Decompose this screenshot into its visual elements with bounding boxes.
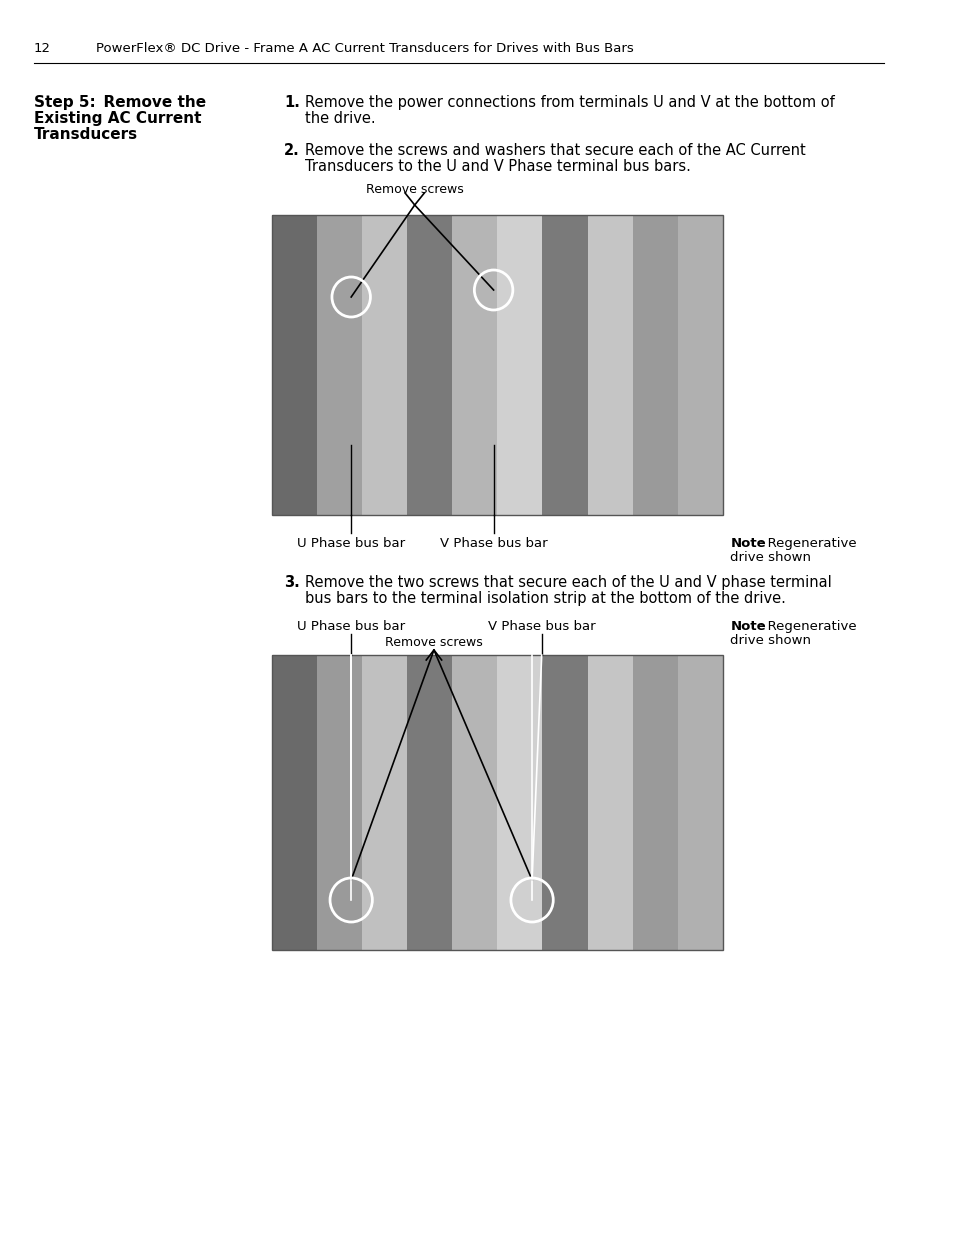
Bar [272, 215, 317, 515]
Bar [587, 655, 632, 950]
Text: the drive.: the drive. [305, 111, 375, 126]
Text: PowerFlex® DC Drive - Frame A AC Current Transducers for Drives with Bus Bars: PowerFlex® DC Drive - Frame A AC Current… [96, 42, 634, 54]
Bar [632, 655, 677, 950]
Text: drive shown: drive shown [730, 551, 810, 564]
Bar [272, 655, 721, 950]
Text: Remove screws: Remove screws [365, 183, 463, 196]
Text: V Phase bus bar: V Phase bus bar [439, 537, 547, 550]
Text: Remove screws: Remove screws [385, 636, 482, 650]
Text: Note: Note [730, 620, 765, 634]
Text: Step 5:: Step 5: [33, 95, 95, 110]
Bar [317, 655, 362, 950]
Bar [272, 215, 721, 515]
Text: 1.: 1. [284, 95, 299, 110]
Text: Remove the two screws that secure each of the U and V phase terminal: Remove the two screws that secure each o… [305, 576, 831, 590]
Text: 3.: 3. [284, 576, 299, 590]
Text: drive shown: drive shown [730, 634, 810, 647]
Bar [407, 215, 452, 515]
Bar [632, 215, 677, 515]
Text: 12: 12 [33, 42, 51, 54]
Bar [542, 215, 587, 515]
Bar [452, 655, 497, 950]
Bar [362, 655, 407, 950]
Bar [272, 655, 317, 950]
Text: Transducers: Transducers [33, 127, 137, 142]
Text: : Regenerative: : Regenerative [759, 620, 856, 634]
Bar [587, 215, 632, 515]
Bar [497, 215, 542, 515]
Bar [677, 215, 721, 515]
Bar [272, 215, 721, 515]
Text: Remove the power connections from terminals U and V at the bottom of: Remove the power connections from termin… [305, 95, 834, 110]
Text: V Phase bus bar: V Phase bus bar [487, 620, 595, 634]
Text: : Regenerative: : Regenerative [759, 537, 856, 550]
Bar [317, 215, 362, 515]
Text: U Phase bus bar: U Phase bus bar [296, 620, 405, 634]
Bar [362, 215, 407, 515]
Bar [452, 215, 497, 515]
Bar [677, 655, 721, 950]
Text: Existing AC Current: Existing AC Current [33, 111, 201, 126]
Text: Transducers to the U and V Phase terminal bus bars.: Transducers to the U and V Phase termina… [305, 159, 690, 174]
Text: U Phase bus bar: U Phase bus bar [296, 537, 405, 550]
Text: 2.: 2. [284, 143, 299, 158]
Bar [497, 655, 542, 950]
Text: Remove the: Remove the [93, 95, 206, 110]
Text: bus bars to the terminal isolation strip at the bottom of the drive.: bus bars to the terminal isolation strip… [305, 592, 785, 606]
Text: Note: Note [730, 537, 765, 550]
Bar [407, 655, 452, 950]
Bar [542, 655, 587, 950]
Text: Remove the screws and washers that secure each of the AC Current: Remove the screws and washers that secur… [305, 143, 805, 158]
